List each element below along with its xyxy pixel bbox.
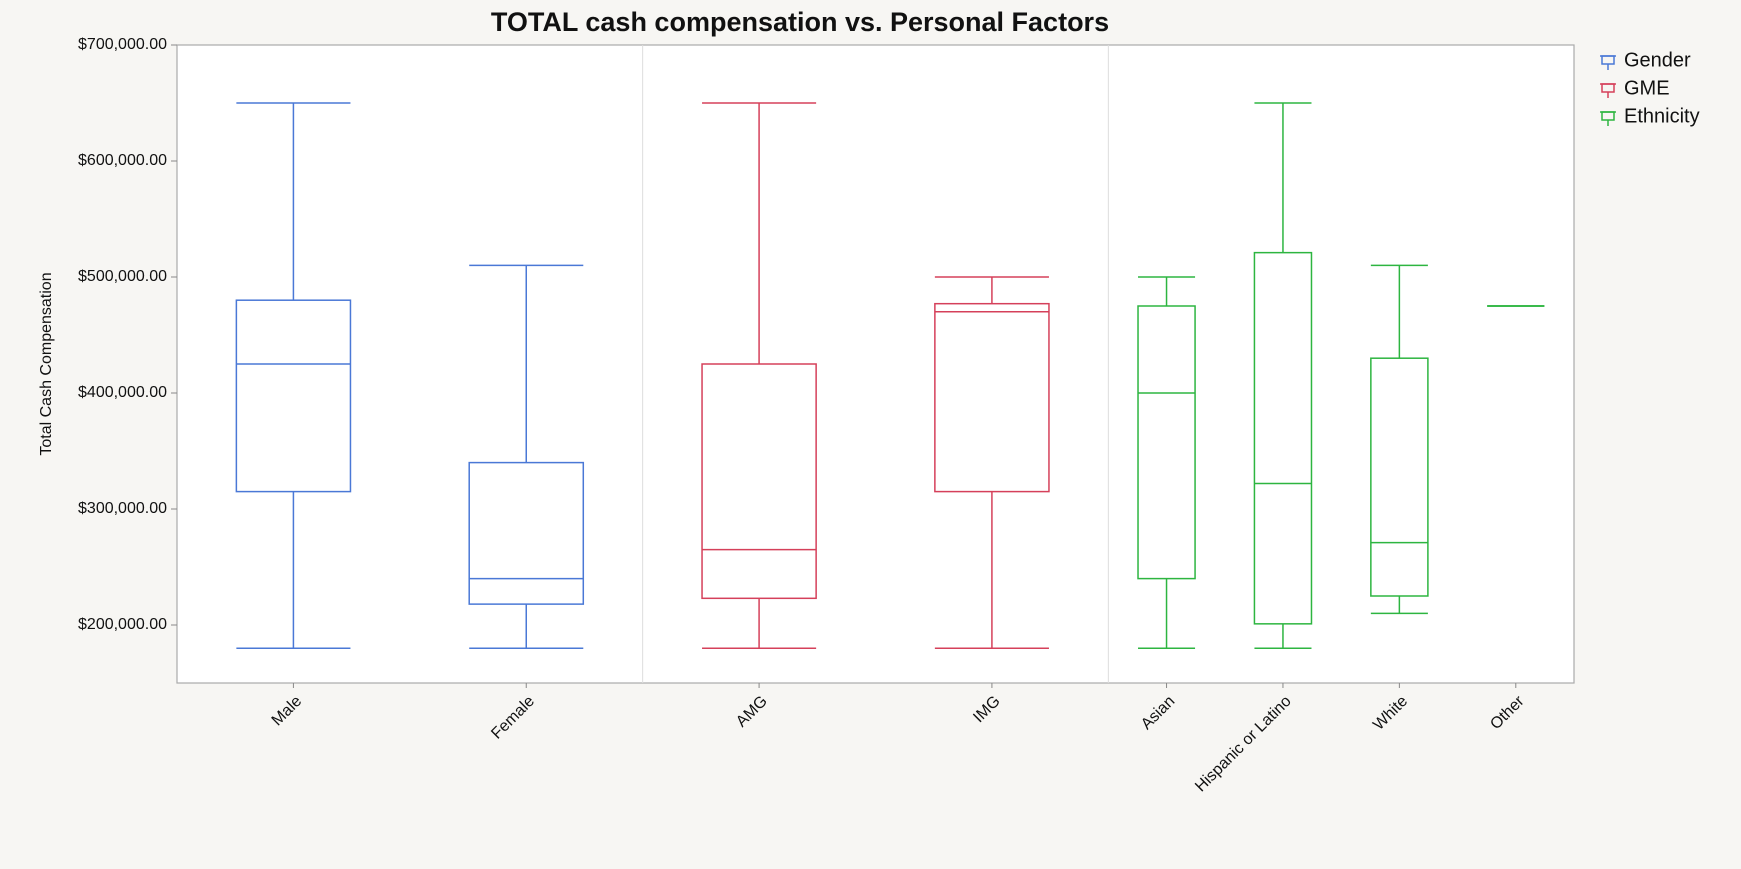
box	[235, 299, 352, 493]
box	[1370, 357, 1429, 597]
legend-label: Ethnicity	[1624, 105, 1700, 127]
box	[1137, 305, 1196, 580]
plot-area	[176, 44, 1575, 684]
y-tick-label: $600,000.00	[78, 152, 167, 169]
y-tick-label: $700,000.00	[78, 36, 167, 53]
y-tick-label: $300,000.00	[78, 500, 167, 517]
chart-title: TOTAL cash compensation vs. Personal Fac…	[491, 7, 1109, 37]
box	[468, 461, 585, 605]
box	[1253, 251, 1313, 625]
y-axis-label: Total Cash Compensation	[38, 272, 55, 455]
box	[701, 363, 817, 600]
legend-label: GME	[1624, 77, 1670, 99]
y-tick-label: $200,000.00	[78, 616, 167, 633]
box	[934, 302, 1050, 493]
y-tick-label: $500,000.00	[78, 268, 167, 285]
legend-label: Gender	[1624, 49, 1691, 71]
y-tick-label: $400,000.00	[78, 384, 167, 401]
